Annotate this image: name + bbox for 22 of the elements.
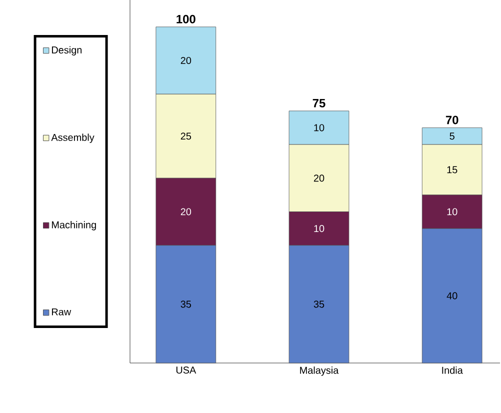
x-tick-label: USA (176, 366, 196, 374)
legend-label: Design (52, 46, 82, 56)
data-label: 15 (447, 166, 458, 174)
x-tick-label: India (442, 366, 463, 374)
data-label: 35 (314, 300, 324, 308)
total-label: 100 (176, 14, 196, 24)
x-tick-label: Malaysia (300, 366, 339, 376)
data-label: 10 (447, 208, 458, 216)
data-label: 10 (314, 124, 324, 132)
data-label: 20 (180, 56, 192, 64)
legend-label: Assembly (51, 134, 94, 143)
data-label: 25 (180, 132, 192, 140)
total-label: 75 (312, 99, 326, 108)
legend-label: Machining (52, 221, 96, 230)
data-label: 5 (450, 132, 454, 140)
data-label: 40 (446, 292, 458, 300)
data-label: 35 (180, 300, 192, 308)
data-label: 10 (314, 225, 324, 232)
data-label: 20 (180, 208, 192, 216)
legend-label: Raw (52, 308, 72, 316)
total-label: 70 (446, 116, 458, 124)
data-label: 20 (314, 174, 324, 182)
